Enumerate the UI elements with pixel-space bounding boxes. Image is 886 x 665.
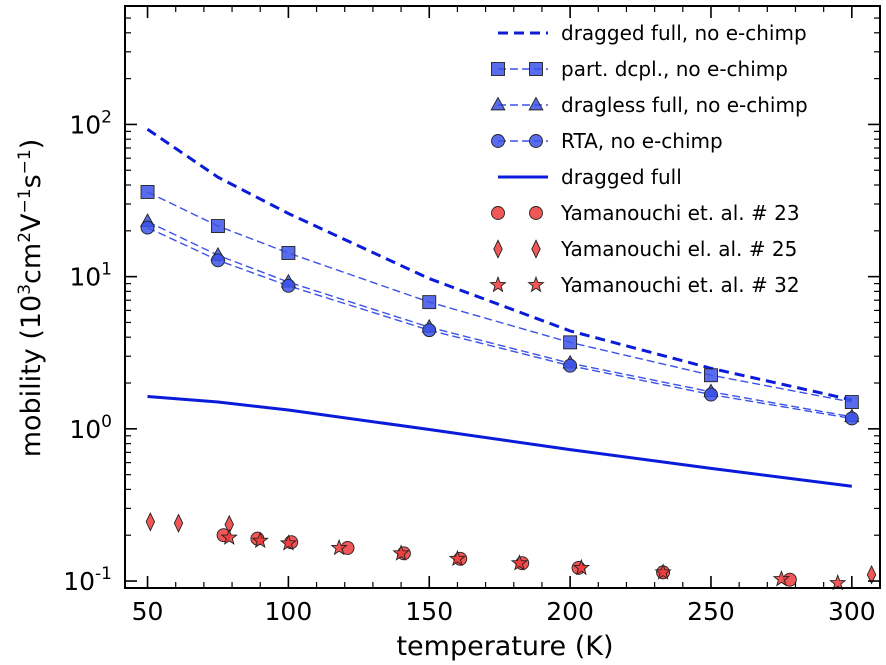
data-point-s2-1 xyxy=(140,185,155,199)
legend-label-1: dragged full, no e-chimp xyxy=(561,21,807,45)
data-point-s2-2 xyxy=(211,219,225,233)
legend-marker-6 xyxy=(529,206,543,220)
data-point-s7-4 xyxy=(866,564,877,585)
legend: dragged full, no e-chimp part. dcpl., no … xyxy=(489,21,808,297)
y-tick-label-3: 102 xyxy=(69,107,112,139)
data-point-s8-8 xyxy=(572,558,591,576)
y-tick-exponent: 0 xyxy=(101,412,112,432)
legend-marker-7 xyxy=(493,239,503,259)
y-axis-label-part: 3 xyxy=(15,284,35,295)
data-point-s4-5 xyxy=(563,358,578,373)
y-axis-label-part: mobility (10 xyxy=(16,295,47,458)
legend-marker-7 xyxy=(531,239,541,259)
data-point-s2-4 xyxy=(422,295,437,310)
y-tick-label-1: 100 xyxy=(69,412,112,444)
y-axis-label-part: −1 xyxy=(15,188,35,213)
y-tick-base: 10 xyxy=(69,263,101,292)
legend-label-7: Yamanouchi el. al. # 25 xyxy=(560,237,797,261)
legend-marker-8 xyxy=(489,275,507,293)
data-point-s4-3 xyxy=(281,278,296,293)
data-point-s4-2 xyxy=(211,253,225,268)
y-axis-label: mobility (103cm2V−1s−1) xyxy=(15,139,47,458)
legend-marker-2 xyxy=(491,62,505,76)
data-point-s4-4 xyxy=(422,323,437,338)
y-tick-label-0: 10-1 xyxy=(63,564,112,596)
data-point-s8-3 xyxy=(279,534,298,551)
y-tick-exponent: 2 xyxy=(101,107,112,127)
series-line-5 xyxy=(147,395,852,488)
data-point-s4-7 xyxy=(844,411,859,426)
y-axis-label-part: cm xyxy=(16,243,47,284)
data-point-s2-5 xyxy=(563,335,578,350)
x-tick-label-50: 50 xyxy=(132,597,164,626)
data-point-s8-2 xyxy=(251,531,269,549)
y-axis-label-part: V xyxy=(16,213,47,232)
data-point-s4-1 xyxy=(140,220,155,235)
x-tick-label-200: 200 xyxy=(546,597,594,626)
x-tick-label-250: 250 xyxy=(687,597,735,626)
legend-marker-4 xyxy=(529,134,543,148)
y-tick-exponent: -1 xyxy=(95,564,112,584)
data-point-s8-6 xyxy=(448,549,467,567)
x-axis-label: temperature (K) xyxy=(396,631,613,662)
data-point-s7-1 xyxy=(145,512,156,532)
data-point-s8-7 xyxy=(510,554,529,571)
legend-marker-2 xyxy=(529,62,543,76)
plot-frame xyxy=(124,5,881,589)
data-point-s7-2 xyxy=(173,513,184,533)
y-axis-label-part: ) xyxy=(16,139,47,150)
legend-marker-6 xyxy=(491,206,505,220)
y-axis-label-part: 2 xyxy=(15,232,35,243)
y-tick-label-2: 101 xyxy=(69,260,112,292)
legend-label-8: Yamanouchi et. al. # 32 xyxy=(560,273,800,297)
x-tick-label-150: 150 xyxy=(405,597,453,626)
legend-label-4: RTA, no e-chimp xyxy=(561,129,723,153)
data-point-s2-6 xyxy=(704,368,718,383)
y-tick-exponent: 1 xyxy=(101,260,112,280)
data-point-s8-4 xyxy=(330,538,348,556)
data-point-s4-6 xyxy=(704,387,718,402)
x-tick-label-100: 100 xyxy=(265,597,313,626)
data-point-s8-5 xyxy=(392,544,410,561)
data-point-s8-9 xyxy=(654,563,672,580)
data-point-s8-1 xyxy=(220,528,238,545)
data-point-s2-3 xyxy=(281,246,296,260)
legend-marker-3 xyxy=(528,96,544,111)
data-point-s2-7 xyxy=(844,395,859,409)
y-axis-label-part: −1 xyxy=(15,149,35,174)
legend-label-5: dragged full xyxy=(561,165,682,189)
x-tick-label-300: 300 xyxy=(828,597,876,626)
y-tick-base: 10 xyxy=(63,567,95,596)
y-axis-label-part: s xyxy=(16,174,47,188)
legend-label-6: Yamanouchi et. al. # 23 xyxy=(560,201,800,225)
y-tick-base: 10 xyxy=(69,415,101,444)
legend-label-2: part. dcpl., no e-chimp xyxy=(561,57,788,81)
legend-marker-3 xyxy=(490,96,506,111)
legend-marker-4 xyxy=(491,134,505,148)
series-line-1 xyxy=(146,127,853,402)
data-point-s8-11 xyxy=(829,573,847,591)
data-point-s8-10 xyxy=(772,569,791,587)
y-tick-base: 10 xyxy=(69,110,101,139)
legend-marker-8 xyxy=(527,275,545,293)
legend-label-3: dragless full, no e-chimp xyxy=(561,93,808,117)
